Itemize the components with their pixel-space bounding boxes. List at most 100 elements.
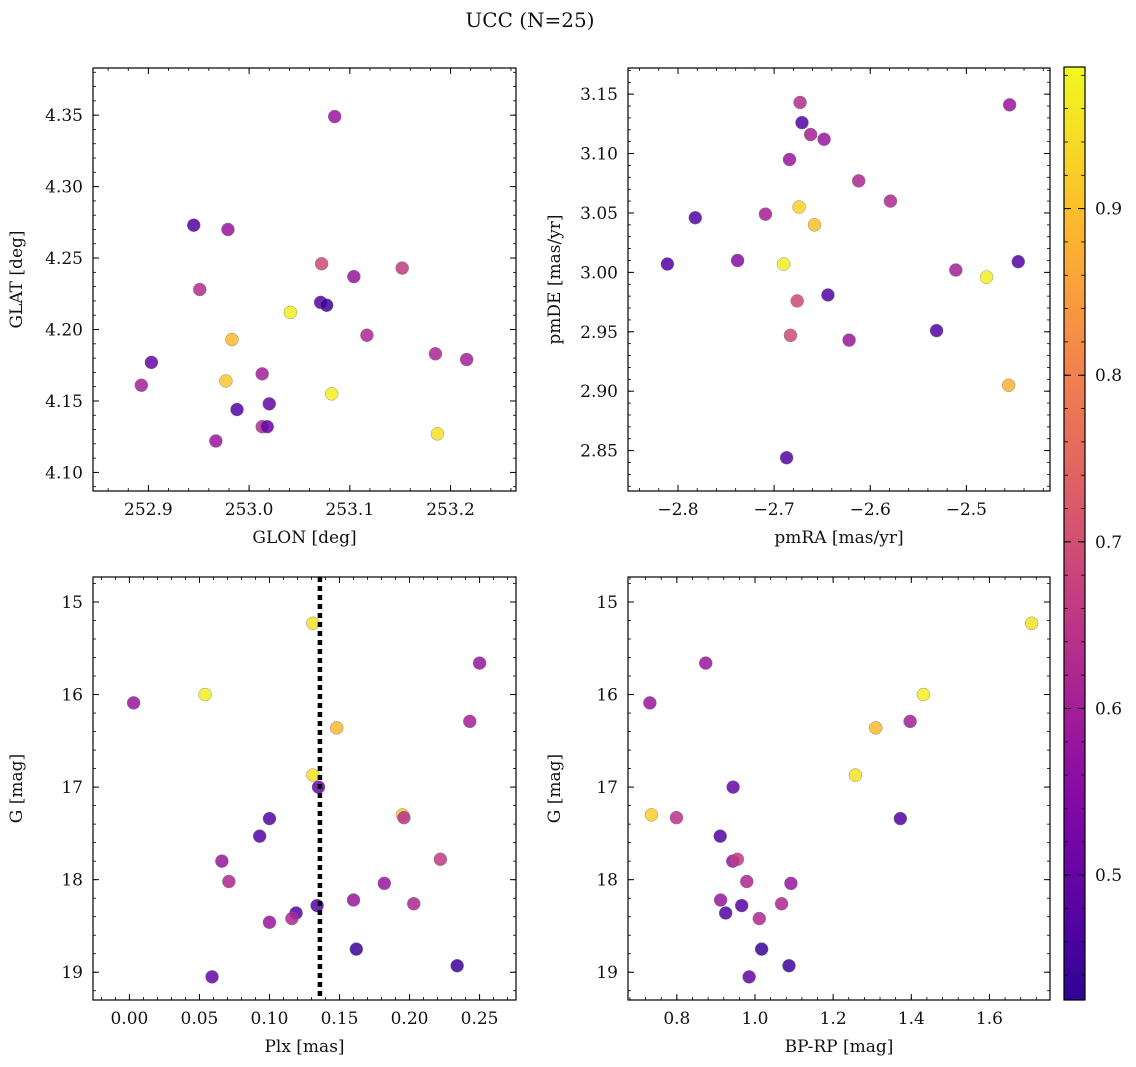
- y-tick-label: 4.10: [45, 463, 83, 483]
- y-tick-label: 3.05: [580, 204, 618, 224]
- y-axis-label: G [mag]: [7, 754, 27, 823]
- scatter-point: [347, 269, 361, 284]
- panels: 252.9 253.0 253.1 253.2 4.10 4.15 4.20 4.25 4.30…: [7, 67, 1051, 1057]
- colorbar-tick-label: 0.6: [1095, 699, 1122, 719]
- scatter-point: [807, 218, 822, 232]
- y-tick-label: 2.95: [580, 323, 618, 343]
- scatter-point: [883, 194, 898, 208]
- colorbar-tick-label: 0.7: [1095, 533, 1122, 553]
- x-tick-label: 252.9: [124, 500, 173, 520]
- y-tick-label: 17: [61, 778, 83, 798]
- scatter-point: [713, 893, 728, 907]
- scatter-point: [262, 811, 277, 826]
- x-tick-label: 0.10: [251, 1009, 289, 1029]
- x-tick-label: −2.5: [946, 500, 987, 520]
- y-tick-label: 2.90: [580, 382, 618, 402]
- scatter-point: [777, 257, 791, 271]
- scatter-point: [285, 911, 299, 926]
- scatter-point: [428, 347, 443, 361]
- x-tick-label: 253.1: [325, 500, 374, 520]
- scatter-point: [699, 656, 713, 670]
- scatter-point: [472, 656, 487, 670]
- scatter-point: [916, 687, 931, 702]
- x-tick-label: 0.20: [391, 1009, 429, 1029]
- y-tick-label: 17: [596, 778, 618, 798]
- panel-2: −2.8 −2.7 −2.6 −2.5 2.85 2.90 2.95 3.00 3.05 3.10…: [545, 67, 1051, 548]
- scatter-point: [319, 298, 334, 312]
- scatter-point: [793, 95, 807, 110]
- y-tick-label: 15: [61, 593, 83, 613]
- scatter-point: [848, 768, 863, 782]
- figure-title: UCC (N=25): [465, 8, 594, 32]
- scatter-point: [742, 970, 756, 984]
- scatter-point: [459, 352, 474, 367]
- scatter-point: [330, 721, 344, 735]
- colorbar: 0.5 0.6 0.7 0.8 0.9: [1063, 66, 1122, 1001]
- scatter-point: [783, 328, 798, 343]
- x-tick-label: 0.8: [663, 1009, 690, 1029]
- scatter-point: [643, 696, 657, 710]
- scatter-point: [669, 810, 684, 825]
- scatter-point: [821, 288, 835, 302]
- scatter-point: [735, 898, 749, 913]
- scatter-point: [754, 942, 769, 956]
- scatter-point: [740, 874, 754, 889]
- y-tick-label: 2.85: [580, 442, 618, 462]
- x-tick-label: 1.0: [741, 1009, 768, 1029]
- scatter-point: [795, 115, 809, 130]
- x-tick-label: −2.6: [850, 500, 891, 520]
- scatter-point: [219, 374, 233, 388]
- y-tick-label: 18: [596, 871, 618, 891]
- scatter-point: [929, 323, 944, 338]
- scatter-point: [1024, 616, 1039, 630]
- scatter-point: [979, 270, 994, 284]
- scatter-point: [660, 257, 675, 271]
- scatter-point: [230, 402, 244, 417]
- plot-frame: [627, 576, 1051, 1001]
- scatter-point: [784, 876, 798, 891]
- colorbar-tick-label: 0.9: [1095, 200, 1122, 220]
- scatter-point: [187, 218, 201, 232]
- scatter-point: [713, 829, 727, 843]
- colorbar-gradient: [1063, 66, 1086, 1001]
- y-axis-label: pmDE [mas/yr]: [545, 214, 565, 344]
- scatter-point: [198, 687, 212, 702]
- scatter-point: [262, 915, 277, 929]
- scatter-point: [1001, 378, 1016, 392]
- x-axis-label: pmRA [mas/yr]: [774, 528, 903, 548]
- scatter-point: [260, 419, 274, 434]
- x-tick-label: 253.2: [426, 500, 475, 520]
- plot-frame: [627, 67, 1051, 492]
- y-tick-label: 4.25: [45, 249, 83, 269]
- y-tick-label: 4.20: [45, 321, 83, 341]
- scatter-point: [817, 132, 831, 146]
- panel-3: 0.00 0.05 0.10 0.15 0.20 0.25 15 16 17 18 19 Plx [m…: [7, 576, 517, 1057]
- scatter-point: [126, 696, 141, 710]
- scatter-point: [450, 959, 464, 973]
- y-tick-label: 3.15: [580, 85, 618, 105]
- x-tick-label: 1.4: [898, 1009, 925, 1029]
- x-tick-label: 1.2: [820, 1009, 847, 1029]
- scatter-point: [407, 897, 421, 911]
- y-tick-label: 19: [596, 963, 618, 983]
- x-tick-label: 253.0: [225, 500, 274, 520]
- x-tick-label: 0.05: [181, 1009, 219, 1029]
- x-tick-label: 1.6: [976, 1009, 1003, 1029]
- scatter-point: [225, 332, 239, 347]
- scatter-point: [306, 768, 320, 782]
- scatter-point: [314, 257, 329, 271]
- scatter-point: [688, 211, 702, 225]
- scatter-point: [1011, 254, 1025, 269]
- scatter-point: [893, 811, 908, 826]
- scatter-point: [774, 897, 789, 911]
- scatter-point: [377, 876, 392, 891]
- scatter-point: [790, 294, 804, 308]
- y-tick-label: 3.00: [580, 263, 618, 283]
- scatter-point: [718, 906, 733, 920]
- y-axis-label: GLAT [deg]: [7, 230, 27, 328]
- y-axis-label: G [mag]: [545, 754, 565, 823]
- scatter-point: [193, 282, 207, 297]
- colorbar-tick-label: 0.8: [1095, 366, 1122, 386]
- scatter-point: [433, 852, 448, 867]
